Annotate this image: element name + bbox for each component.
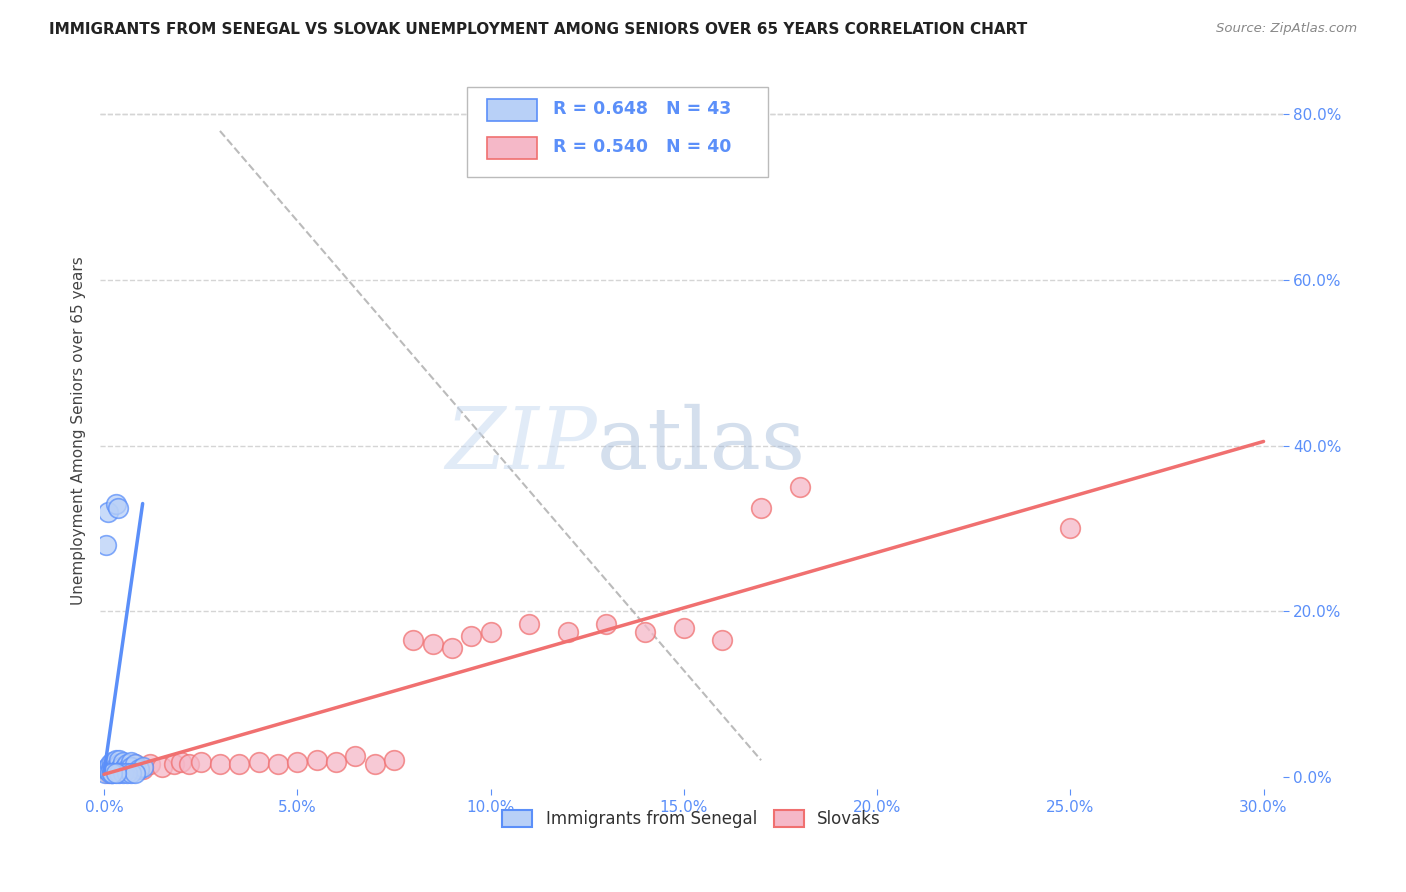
Point: [120, 755, 142, 769]
Point: [94, 538, 117, 552]
Point: [124, 765, 146, 780]
Point: [115, 762, 138, 776]
Bar: [486, 137, 537, 159]
Point: [422, 637, 444, 651]
Point: [107, 763, 129, 777]
Point: [402, 633, 425, 648]
Point: [112, 763, 135, 777]
Point: [162, 757, 184, 772]
Point: [115, 757, 138, 772]
Point: [440, 641, 463, 656]
Text: R = 0.648   N = 43: R = 0.648 N = 43: [553, 100, 731, 118]
Point: [97, 764, 120, 778]
Point: [120, 760, 142, 774]
Point: [517, 616, 540, 631]
Point: [285, 755, 308, 769]
Point: [103, 763, 125, 777]
Point: [112, 765, 135, 780]
Point: [112, 755, 135, 769]
Point: [100, 765, 122, 780]
Point: [267, 757, 290, 772]
Point: [94, 765, 117, 780]
Point: [104, 765, 127, 780]
Point: [100, 762, 122, 776]
Point: [382, 753, 405, 767]
Legend: Immigrants from Senegal, Slovaks: Immigrants from Senegal, Slovaks: [496, 803, 887, 835]
Point: [711, 633, 734, 648]
Y-axis label: Unemployment Among Seniors over 65 years: Unemployment Among Seniors over 65 years: [72, 257, 86, 606]
Point: [305, 753, 328, 767]
Point: [208, 757, 231, 772]
Bar: [486, 100, 537, 121]
Point: [247, 755, 270, 769]
Point: [124, 757, 146, 772]
Point: [98, 757, 121, 772]
Point: [108, 757, 131, 772]
Point: [131, 762, 153, 776]
Point: [344, 749, 367, 764]
Point: [100, 763, 122, 777]
Point: [460, 629, 482, 643]
Point: [131, 760, 153, 774]
Point: [634, 624, 657, 639]
Point: [479, 624, 502, 639]
Point: [139, 757, 162, 772]
Point: [108, 765, 131, 780]
Point: [190, 755, 212, 769]
Point: [107, 500, 129, 515]
Point: [595, 616, 617, 631]
Point: [228, 757, 250, 772]
Text: atlas: atlas: [598, 404, 806, 487]
Point: [100, 765, 122, 780]
Point: [108, 763, 131, 777]
Point: [104, 497, 127, 511]
Point: [363, 757, 385, 772]
Point: [124, 757, 146, 772]
Point: [104, 762, 127, 776]
Text: ZIP: ZIP: [446, 404, 598, 487]
Point: [150, 760, 173, 774]
Point: [97, 765, 120, 780]
Point: [100, 755, 122, 769]
Point: [557, 624, 579, 639]
Point: [108, 753, 131, 767]
Point: [104, 753, 127, 767]
Point: [115, 765, 138, 780]
Point: [789, 480, 811, 494]
Point: [114, 760, 136, 774]
FancyBboxPatch shape: [467, 87, 769, 177]
Point: [97, 760, 120, 774]
Point: [1059, 521, 1081, 535]
Text: IMMIGRANTS FROM SENEGAL VS SLOVAK UNEMPLOYMENT AMONG SENIORS OVER 65 YEARS CORRE: IMMIGRANTS FROM SENEGAL VS SLOVAK UNEMPL…: [49, 22, 1028, 37]
Point: [100, 765, 122, 780]
Point: [128, 762, 150, 776]
Point: [325, 755, 347, 769]
Point: [104, 762, 127, 776]
Point: [120, 760, 142, 774]
Text: Source: ZipAtlas.com: Source: ZipAtlas.com: [1216, 22, 1357, 36]
Point: [98, 765, 121, 780]
Point: [177, 757, 200, 772]
Text: R = 0.540   N = 40: R = 0.540 N = 40: [553, 137, 731, 156]
Point: [97, 505, 120, 519]
Point: [749, 500, 772, 515]
Point: [120, 765, 142, 780]
Point: [110, 760, 132, 774]
Point: [101, 760, 124, 774]
Point: [128, 760, 150, 774]
Point: [94, 762, 117, 776]
Point: [104, 757, 127, 772]
Point: [96, 763, 118, 777]
Point: [115, 762, 138, 776]
Point: [170, 755, 193, 769]
Point: [672, 621, 695, 635]
Point: [110, 762, 132, 776]
Point: [105, 760, 128, 774]
Point: [112, 760, 135, 774]
